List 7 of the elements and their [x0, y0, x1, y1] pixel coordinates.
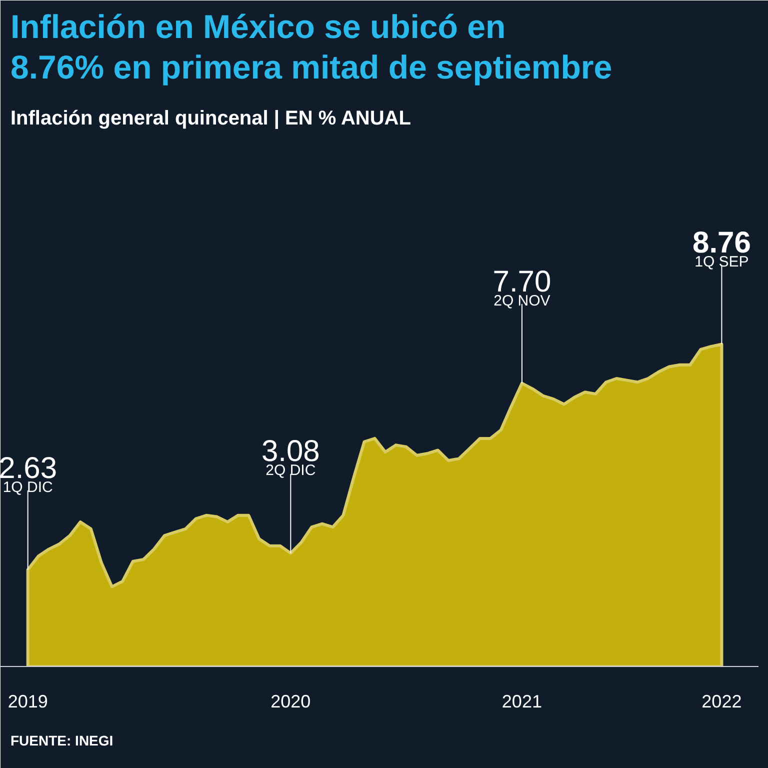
chart-title: Inflación en México se ubicó en 8.76% en primera mitad de septiembre [10, 8, 612, 86]
x-tick-label: 2020 [270, 692, 311, 712]
x-tick-label: 2021 [502, 692, 542, 712]
chart-subtitle: Inflación general quincenal | EN % ANUAL [10, 108, 411, 130]
source-note: FUENTE: INEGI [10, 732, 114, 748]
x-tick-label: 2022 [702, 692, 742, 712]
x-tick-label: 2019 [8, 692, 48, 712]
